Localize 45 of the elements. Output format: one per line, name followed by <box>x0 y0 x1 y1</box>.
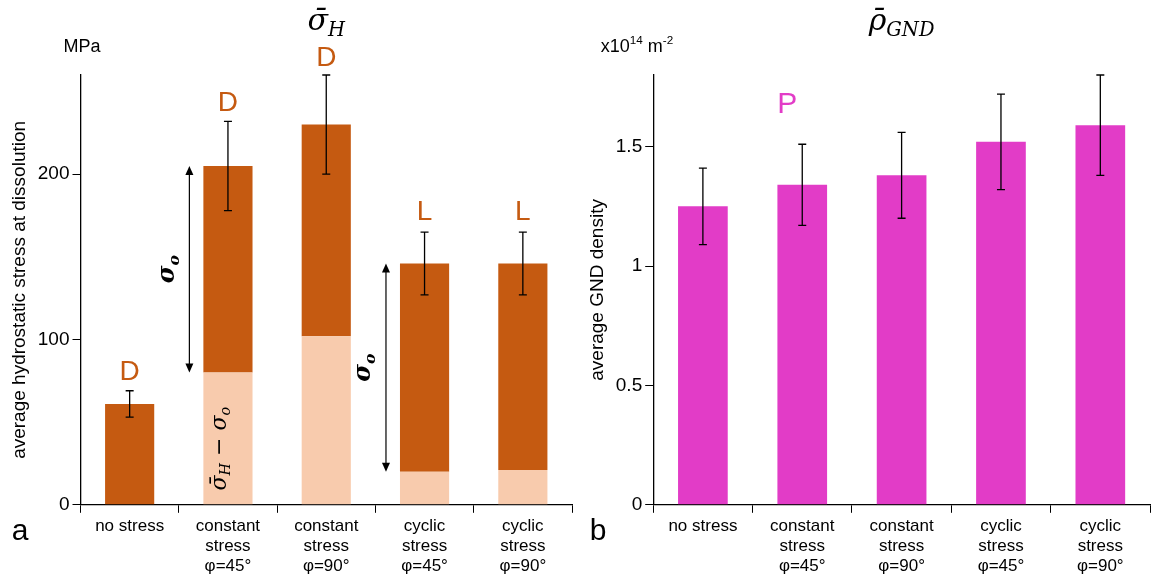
y-tick-label: 100 <box>37 327 70 349</box>
x-tick-label: no stress <box>668 515 738 535</box>
x-tick-label: cyclic stress φ=90° <box>499 515 547 576</box>
y-tick-label: 1 <box>631 254 643 276</box>
y-axis-title: average hydrostatic stress at dissolution <box>7 120 29 459</box>
x-tick-label: cyclic stress φ=45° <box>401 515 448 576</box>
bar <box>301 336 351 505</box>
y-tick-label: 200 <box>37 162 70 184</box>
text: b <box>589 513 607 547</box>
x-tick-label: cyclic stress φ=45° <box>977 515 1025 576</box>
bar <box>1075 125 1126 505</box>
x-tick-label: cyclic stress φ=90° <box>1076 515 1124 576</box>
y-tick-label: 0 <box>631 493 643 515</box>
bar <box>399 471 450 505</box>
x-tick-label: constant stress φ=45° <box>195 515 261 576</box>
bar <box>203 372 253 505</box>
bar <box>105 403 155 505</box>
x-tick-label: no stress <box>95 515 165 535</box>
series-label: σ̄H − σo <box>205 406 234 491</box>
text: MPa <box>63 35 102 56</box>
bar <box>976 141 1026 505</box>
annotation: σo <box>347 353 380 382</box>
annotation: P <box>777 86 798 120</box>
bar <box>678 206 728 505</box>
bar <box>301 124 351 337</box>
annotation: σo <box>150 255 183 284</box>
y-tick-label: 0 <box>58 493 70 515</box>
bar <box>876 175 927 505</box>
annotation: L <box>416 195 433 227</box>
bar <box>203 165 253 373</box>
bar <box>399 263 450 472</box>
y-tick-label: 0.5 <box>615 373 643 395</box>
annotation: D <box>119 355 140 387</box>
bar <box>777 184 828 505</box>
annotation: L <box>515 195 531 227</box>
text: a <box>11 513 29 547</box>
y-axis-title: average GND density <box>585 198 607 381</box>
x-tick-label: constant stress φ=45° <box>770 515 835 576</box>
bar <box>498 263 548 471</box>
bar <box>498 470 548 505</box>
x-tick-label: constant stress φ=90° <box>869 515 935 576</box>
annotation: D <box>316 41 337 73</box>
y-tick-label: 1.5 <box>615 134 643 156</box>
annotation: D <box>217 86 239 117</box>
x-tick-label: constant stress φ=90° <box>294 515 359 576</box>
